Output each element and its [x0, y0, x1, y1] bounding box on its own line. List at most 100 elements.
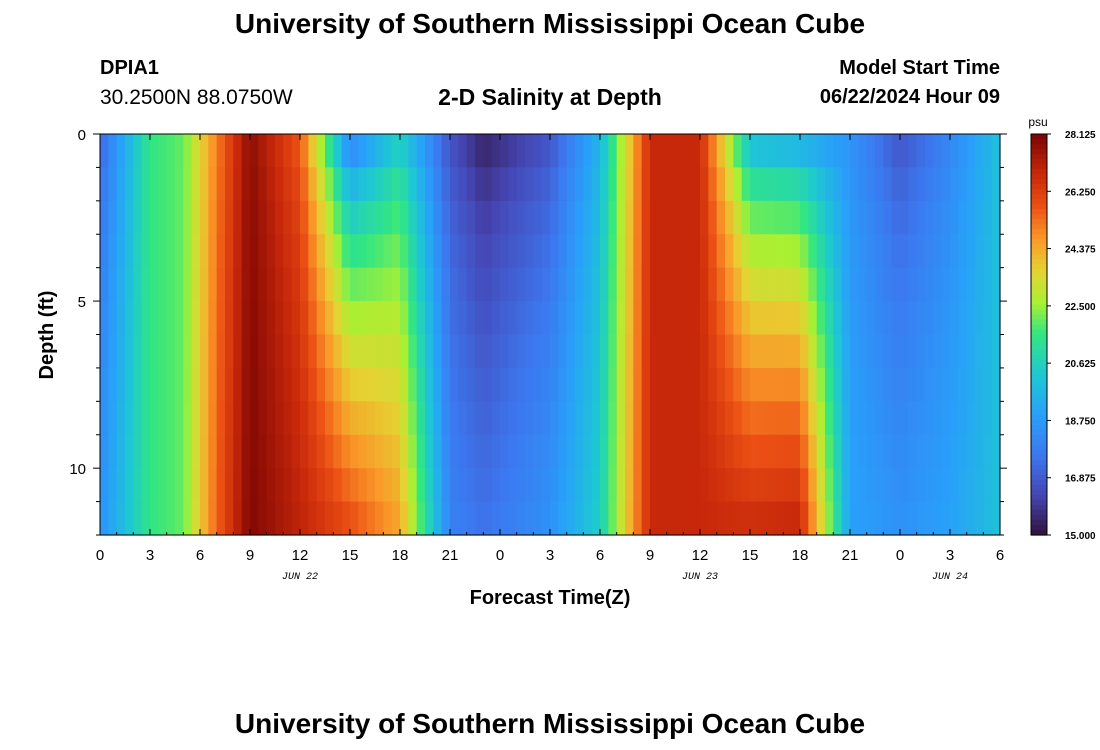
heatmap-cell [616, 267, 626, 302]
heatmap-cell [266, 200, 276, 235]
heatmap-cell [233, 267, 243, 302]
heatmap-cell [941, 401, 951, 436]
colorbar-segment [1031, 349, 1047, 356]
heatmap-cell [475, 401, 484, 436]
heatmap-cell [208, 167, 218, 202]
heatmap-cell [933, 367, 943, 402]
colorbar-segment [1031, 489, 1047, 496]
heatmap-cell [766, 301, 776, 336]
heatmap-cell [508, 167, 518, 202]
heatmap-cell [558, 434, 568, 469]
heatmap-cell [983, 434, 993, 469]
heatmap-cell [383, 401, 393, 436]
heatmap-cell [250, 334, 259, 369]
heatmap-cell [116, 468, 126, 503]
heatmap-cell [733, 167, 743, 202]
heatmap-cell [108, 501, 118, 536]
heatmap-cell [525, 468, 534, 503]
heatmap-cell [883, 367, 893, 402]
heatmap-cell [458, 234, 468, 269]
heatmap-cell [175, 167, 184, 202]
colorbar-segment [1031, 459, 1047, 466]
heatmap-cell [825, 267, 834, 302]
heatmap-cell [158, 434, 168, 469]
heatmap-cell [183, 234, 193, 269]
heatmap-cell [500, 434, 509, 469]
x-tick-label: 6 [596, 547, 604, 564]
heatmap-cell [400, 367, 409, 402]
heatmap-cell [616, 167, 626, 202]
heatmap-cell [166, 334, 176, 369]
heatmap-cell [883, 234, 893, 269]
heatmap-cell [816, 501, 826, 536]
heatmap-cell [741, 301, 751, 336]
heatmap-cell [650, 267, 659, 302]
heatmap-cell [516, 501, 526, 536]
heatmap-cell [975, 501, 984, 536]
heatmap-cell [133, 334, 143, 369]
heatmap-cell [216, 200, 226, 235]
heatmap-cell [191, 434, 201, 469]
heatmap-cell [250, 468, 259, 503]
heatmap-cell [133, 167, 143, 202]
heatmap-cell [891, 200, 901, 235]
heatmap-cell [133, 200, 143, 235]
heatmap-cell [850, 367, 859, 402]
heatmap-cell [375, 434, 384, 469]
heatmap-cell [183, 501, 193, 536]
heatmap-cell [583, 234, 593, 269]
heatmap-cell [316, 401, 326, 436]
heatmap-cell [975, 334, 984, 369]
colorbar-unit: psu [1028, 115, 1047, 129]
heatmap-cell [191, 401, 201, 436]
heatmap-cell [275, 334, 284, 369]
colorbar-segment [1031, 299, 1047, 306]
heatmap-cell [866, 401, 876, 436]
heatmap-cell [425, 401, 434, 436]
heatmap-cell [791, 301, 801, 336]
heatmap-cell [866, 367, 876, 402]
heatmap-cell [916, 134, 926, 169]
heatmap-cell [450, 200, 459, 235]
heatmap-cell [725, 334, 734, 369]
heatmap-cell [966, 134, 976, 169]
heatmap-cell [341, 367, 351, 402]
heatmap-cell [141, 234, 151, 269]
colorbar-segment [1031, 194, 1047, 200]
heatmap-cell [283, 301, 293, 336]
heatmap-cell [558, 134, 568, 169]
heatmap-cell [666, 200, 676, 235]
heatmap-cell [541, 167, 551, 202]
heatmap-cell [275, 501, 284, 536]
heatmap-cell [975, 234, 984, 269]
heatmap-cell [350, 200, 359, 235]
heatmap-cell [558, 401, 568, 436]
heatmap-cell [475, 334, 484, 369]
heatmap-cell [316, 134, 326, 169]
heatmap-cell [216, 501, 226, 536]
heatmap-cell [875, 367, 884, 402]
heatmap-cell [441, 367, 451, 402]
heatmap-cell [608, 367, 618, 402]
heatmap-cell [700, 401, 709, 436]
heatmap-cell [633, 434, 643, 469]
heatmap-cell [675, 334, 684, 369]
heatmap-cell [758, 367, 768, 402]
heatmap-cell [608, 167, 618, 202]
heatmap-cell [800, 267, 809, 302]
heatmap-cell [300, 434, 309, 469]
heatmap-cell [333, 134, 343, 169]
heatmap-cell [375, 367, 384, 402]
heatmap-cell [225, 200, 234, 235]
heatmap-cell [566, 167, 576, 202]
colorbar-segment [1031, 529, 1047, 536]
heatmap-cell [875, 267, 884, 302]
heatmap-cell [141, 134, 151, 169]
heatmap-cell [483, 434, 493, 469]
heatmap-cell [716, 234, 726, 269]
heatmap-cell [183, 367, 193, 402]
heatmap-cell [341, 167, 351, 202]
colorbar-segment [1031, 474, 1047, 481]
heatmap-cell [425, 167, 434, 202]
heatmap-cell [541, 468, 551, 503]
